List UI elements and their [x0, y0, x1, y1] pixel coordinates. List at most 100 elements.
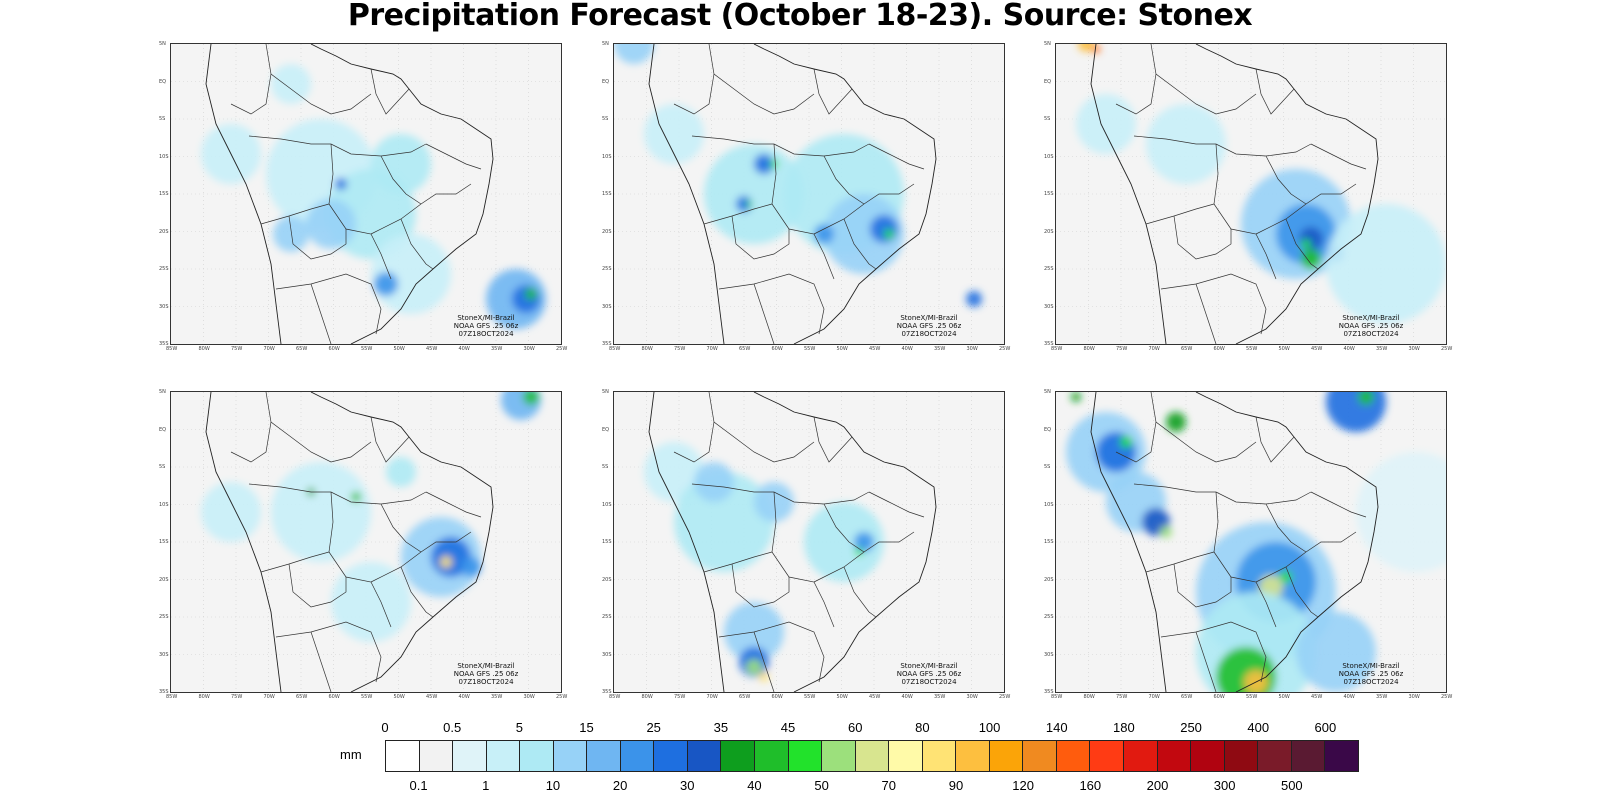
precip-blob [1076, 94, 1136, 154]
colorbar-tick-label: 160 [1079, 778, 1102, 793]
latitude-label: EQ [602, 426, 610, 433]
border-line [1255, 416, 1295, 463]
border-line [230, 421, 272, 463]
colorbar-tick-label: 300 [1213, 778, 1236, 793]
latitude-label: 10S [602, 153, 612, 160]
longitude-label: 60W [1213, 694, 1225, 700]
longitude-label: 55W [361, 346, 373, 352]
latitude-label: 15S [159, 539, 169, 545]
precip-blob [1301, 239, 1311, 249]
latitude-label: 25S [602, 614, 612, 620]
border-line [703, 551, 773, 573]
longitude-label: 50W [836, 346, 848, 352]
credit-line: NOAA GFS .25 06z [1338, 322, 1404, 330]
border-line [380, 503, 422, 553]
credit-line: 07Z18OCT2024 [1343, 678, 1399, 686]
border-line [288, 563, 347, 608]
coastline [205, 44, 494, 344]
border-line [248, 135, 427, 157]
longitude-label: 25W [999, 694, 1011, 700]
precip-blob [1146, 104, 1226, 184]
colorbar-tick-label: 10 [545, 778, 561, 793]
latitude-label: 5N [602, 389, 609, 395]
colorbar-swatch [1325, 741, 1358, 771]
map-credit: StoneX/MI-Brazil NOAA GFS .25 06z 07Z18OCT… [431, 662, 541, 686]
colorbar-swatch [1023, 741, 1057, 771]
longitude-label: 70W [706, 346, 718, 352]
latitude-label: 5N [1044, 389, 1051, 395]
longitude-label: 40W [458, 346, 470, 352]
colorbar-tick-label: 90 [948, 778, 964, 793]
precip-blob [870, 215, 898, 243]
border-line [718, 621, 825, 683]
longitude-label: 70W [1148, 346, 1160, 352]
latitude-label: 35S [1044, 341, 1054, 347]
longitude-label: 35W [1376, 694, 1388, 700]
precip-blob [746, 201, 752, 207]
longitude-label: 80W [1083, 346, 1095, 352]
latitude-label: 25S [159, 614, 169, 620]
latitude-label: 10S [159, 153, 169, 160]
longitude-label: 55W [361, 694, 373, 700]
precipitation-map [614, 44, 1004, 344]
precip-blob [386, 457, 416, 487]
precip-blob [1326, 204, 1446, 324]
precipitation-map [171, 44, 561, 344]
border-line [1285, 566, 1319, 618]
precipitation-field [1066, 392, 1446, 692]
colorbar-swatch [922, 741, 957, 771]
border-line [691, 483, 870, 505]
border-line [813, 183, 915, 235]
border-line [370, 183, 472, 235]
latitude-label: 5S [159, 464, 166, 470]
longitude-label: 75W [1116, 346, 1128, 352]
colorbar-swatch [654, 741, 688, 771]
border-line [708, 44, 815, 115]
border-line [718, 273, 825, 335]
credit-line: 07Z18OCT2024 [458, 330, 514, 338]
border-line [1145, 203, 1215, 225]
colorbar-tick-label: 50 [814, 778, 829, 793]
precip-blob [201, 482, 261, 542]
longitude-label: 45W [426, 346, 438, 352]
latitude-label: 20S [159, 228, 169, 235]
longitude-label: 80W [198, 694, 210, 700]
longitude-label: 85W [166, 694, 178, 700]
latitude-label: 20S [602, 576, 612, 583]
longitude-label: 25W [1441, 694, 1453, 700]
precip-blob [884, 229, 894, 239]
latitude-label: 25S [1044, 266, 1054, 272]
latitude-label: 5S [602, 116, 609, 122]
longitude-label: 35W [491, 694, 503, 700]
precip-blob [271, 462, 371, 562]
latitude-label: 10S [159, 501, 169, 508]
latitude-label: 25S [602, 266, 612, 272]
longitude-label: 50W [393, 346, 405, 352]
colorbar-tick-label: 40 [747, 778, 762, 793]
border-line [310, 631, 332, 692]
border-line [731, 563, 790, 608]
credit-line: 07Z18OCT2024 [1343, 330, 1399, 338]
precipitation-field [644, 442, 884, 682]
latitude-label: EQ [602, 78, 610, 85]
longitude-label: 85W [609, 346, 621, 352]
longitude-label: 60W [328, 694, 340, 700]
latitude-label: 15S [159, 191, 169, 197]
border-line [400, 566, 434, 618]
longitude-label: 35W [934, 346, 946, 352]
precip-blob [644, 104, 704, 164]
precip-blob [770, 160, 778, 168]
precip-blob [512, 285, 540, 313]
latitude-label: EQ [1044, 426, 1052, 433]
border-line [425, 143, 482, 170]
border-line [691, 135, 870, 157]
latitude-label: 5S [602, 464, 609, 470]
border-line [260, 551, 330, 573]
latitude-label: 30S [602, 651, 612, 658]
colorbar-swatch [520, 741, 554, 771]
border-line [1310, 143, 1367, 170]
border-line [1145, 551, 1215, 573]
longitude-label: 25W [556, 346, 568, 352]
longitude-label: 60W [771, 346, 783, 352]
precip-blob [754, 154, 774, 174]
